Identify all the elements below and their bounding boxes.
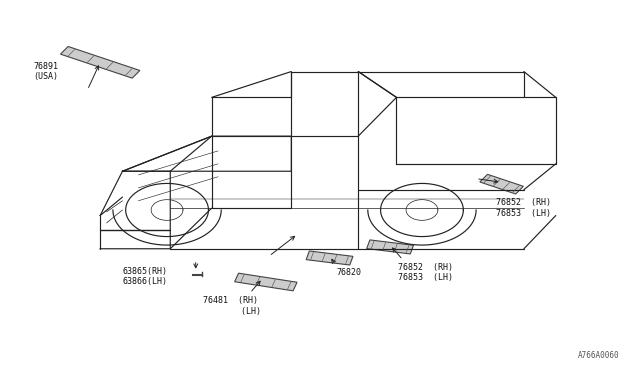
Polygon shape <box>367 240 413 254</box>
Text: 76852  (RH)
76853  (LH): 76852 (RH) 76853 (LH) <box>397 263 452 282</box>
Text: 76481  (RH)
        (LH): 76481 (RH) (LH) <box>201 296 260 316</box>
Polygon shape <box>235 273 297 291</box>
Polygon shape <box>60 46 140 78</box>
Polygon shape <box>480 174 524 194</box>
Text: A766A0060: A766A0060 <box>578 350 620 359</box>
Polygon shape <box>306 251 353 265</box>
Text: 76891
(USA): 76891 (USA) <box>33 62 58 81</box>
Text: 76852  (RH)
76853  (LH): 76852 (RH) 76853 (LH) <box>497 198 552 218</box>
Text: 76820: 76820 <box>336 268 361 277</box>
Text: 63865(RH)
63866(LH): 63865(RH) 63866(LH) <box>122 267 167 286</box>
